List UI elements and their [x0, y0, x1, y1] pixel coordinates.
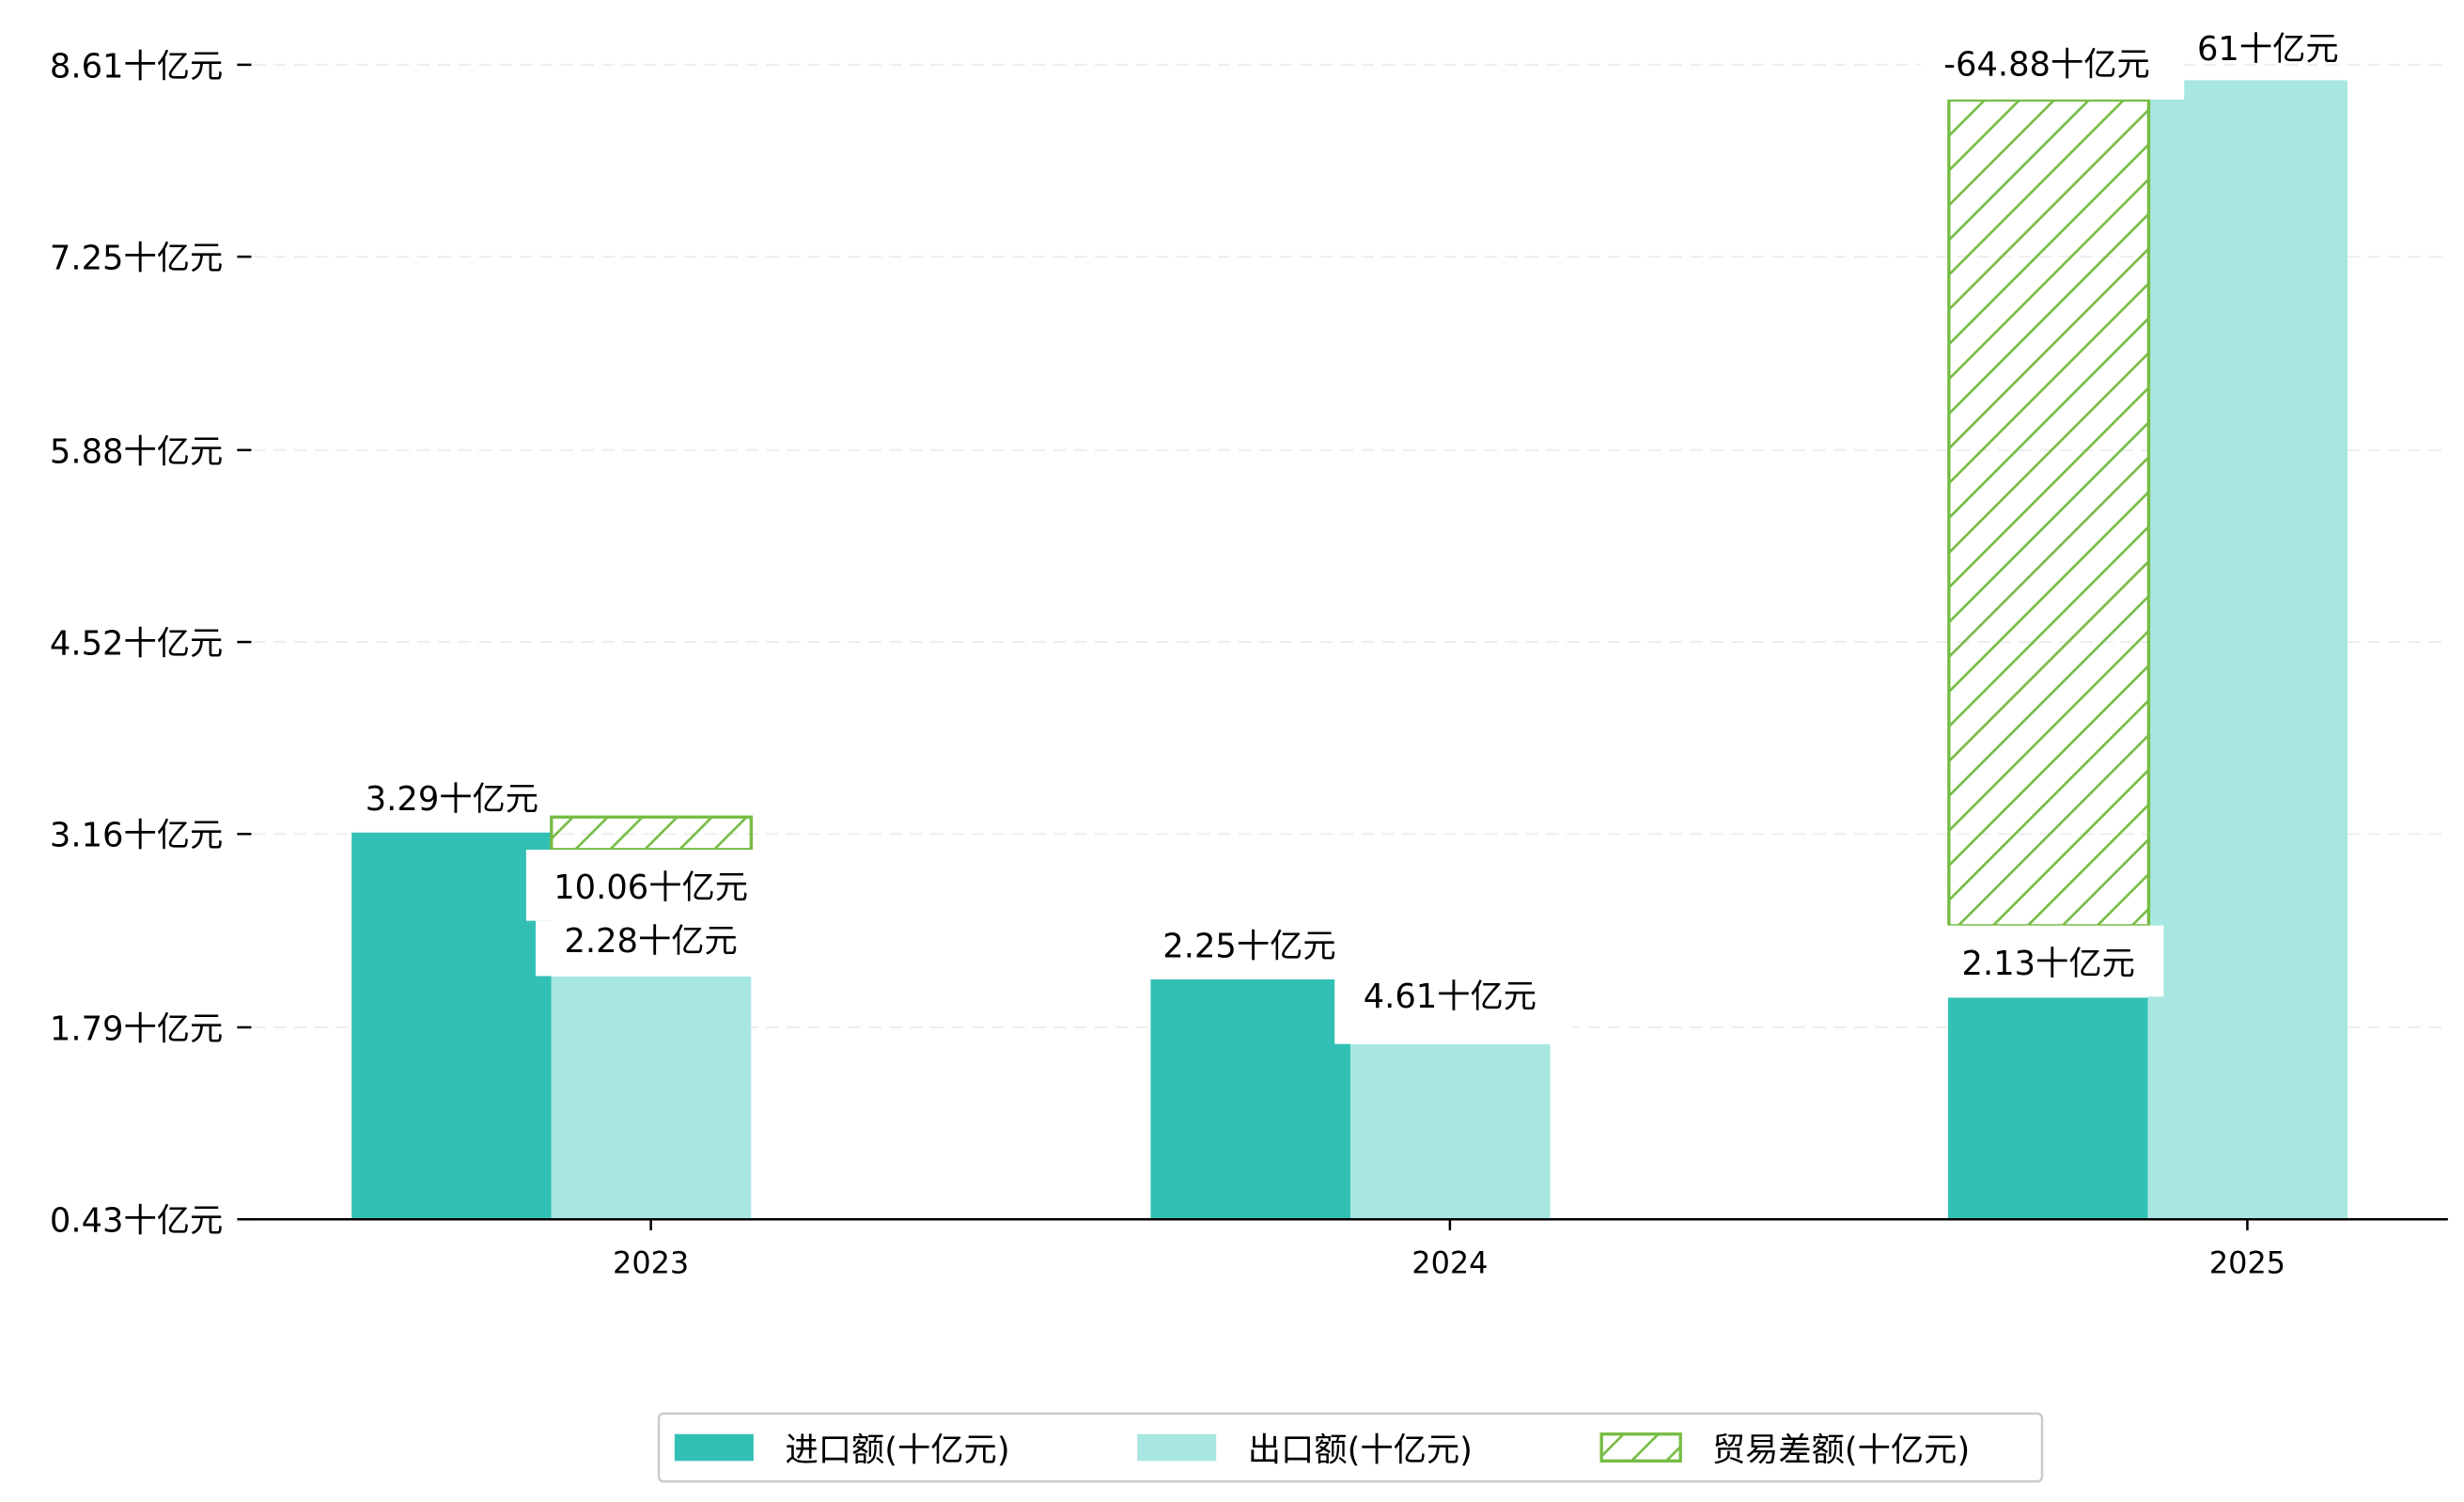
data-label: 2.13十亿元: [1962, 945, 2135, 983]
y-tick-label: 7.25十亿元: [50, 240, 223, 278]
data-label: -64.88十亿元: [1943, 46, 2149, 85]
legend-label: 出口额(十亿元): [1248, 1431, 1473, 1469]
x-tick-label: 2024: [1411, 1244, 1488, 1280]
y-tick-label: 5.88十亿元: [50, 432, 223, 471]
export-bar: [1350, 1044, 1551, 1220]
data-label-background: [535, 920, 753, 977]
data-label: 10.06十亿元: [554, 868, 748, 907]
bars: [351, 80, 2348, 1220]
import-bar: [1948, 997, 2148, 1220]
legend: 进口额(十亿元) 出口额(十亿元) 贸易差额(十亿元): [657, 1412, 2044, 1483]
import-bar: [351, 832, 552, 1220]
y-tick-label: 1.79十亿元: [50, 1009, 223, 1048]
import-bar: [1150, 978, 1351, 1220]
export-bar: [551, 976, 752, 1220]
data-label: 61十亿元: [2197, 30, 2339, 69]
y-tick-label: 4.52十亿元: [50, 624, 223, 663]
data-label: 3.29十亿元: [366, 780, 538, 819]
data-label-background: [1334, 976, 1572, 1044]
legend-swatch: [1599, 1432, 1682, 1463]
data-label-background: [1920, 31, 2185, 100]
legend-swatch: [674, 1433, 754, 1462]
data-label-background: [525, 850, 758, 921]
trade-balance-bar: [1947, 98, 2151, 928]
x-tick-label: 2025: [2209, 1244, 2285, 1280]
x-tick-label: 2023: [613, 1244, 689, 1280]
data-label: 2.25十亿元: [1162, 927, 1335, 965]
y-tick-label: 0.43十亿元: [50, 1202, 223, 1241]
y-tick-label: 8.61十亿元: [50, 47, 223, 86]
legend-label: 进口额(十亿元): [785, 1431, 1009, 1469]
x-axis: 2023 2024 2025: [613, 1219, 2285, 1280]
data-label-background: [1939, 925, 2164, 997]
export-bar: [2147, 80, 2348, 1220]
legend-label: 贸易差额(十亿元): [1712, 1431, 1970, 1469]
y-tick-label: 3.16十亿元: [50, 817, 223, 855]
trade-balance-bar: [550, 815, 754, 852]
legend-swatch: [1137, 1433, 1217, 1462]
data-labels: 3.29十亿元 2.25十亿元 2.13十亿元 2.28十亿元 4.61十亿元 61十亿元…: [366, 30, 2339, 1044]
y-axis: 0.43十亿元 1.79十亿元 3.16十亿元 4.52十亿元 5.88十亿元 7.25十…: [50, 47, 252, 1241]
data-label: 2.28十亿元: [564, 922, 737, 961]
data-label: 4.61十亿元: [1364, 978, 1536, 1016]
legend-frame: [657, 1412, 2044, 1483]
